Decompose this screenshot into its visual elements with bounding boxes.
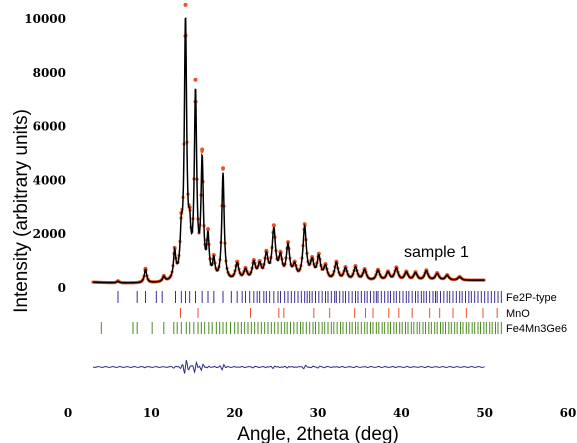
y-tick-label: 4000 bbox=[33, 173, 66, 187]
observed-peak-point bbox=[193, 77, 198, 82]
x-tick-label: 20 bbox=[226, 406, 243, 420]
phase-tick-marks bbox=[100, 291, 502, 334]
phase-label: MnO bbox=[506, 308, 530, 320]
x-tick-label: 10 bbox=[143, 406, 160, 420]
calculated-curve bbox=[92, 17, 485, 284]
sample-annotation: sample 1 bbox=[404, 244, 469, 261]
difference-curve bbox=[92, 360, 485, 374]
difference-line bbox=[92, 360, 485, 374]
observed-peak-point bbox=[200, 147, 205, 152]
x-tick-label: 60 bbox=[560, 406, 577, 420]
observed-peak-point bbox=[316, 251, 321, 256]
phase-label: Fe4Mn3Ge6 bbox=[506, 323, 567, 335]
observed-peak-point bbox=[211, 253, 216, 258]
y-tick-label: 0 bbox=[58, 281, 66, 295]
x-tick-label: 30 bbox=[310, 406, 327, 420]
x-axis-title: Angle, 2theta (deg) bbox=[237, 424, 399, 443]
y-tick-label: 8000 bbox=[33, 66, 66, 80]
x-tick-label: 40 bbox=[393, 406, 410, 420]
observed-peak-point bbox=[271, 223, 276, 228]
x-tick-label: 50 bbox=[476, 406, 493, 420]
observed-peak-point bbox=[206, 227, 210, 232]
y-tick-label: 6000 bbox=[33, 120, 66, 134]
y-tick-label: 10000 bbox=[24, 12, 66, 26]
y-axis: 0 2000 4000 6000 8000 10000 bbox=[24, 12, 66, 295]
observed-points bbox=[91, 2, 486, 285]
y-tick-label: 2000 bbox=[33, 227, 66, 241]
phase-label: Fe2P-type bbox=[506, 292, 557, 304]
observed-peak-point bbox=[183, 2, 188, 7]
x-tick-label: 0 bbox=[64, 406, 72, 420]
y-axis-title: Intensity (arbitrary units) bbox=[11, 109, 32, 313]
observed-peak-point bbox=[221, 166, 225, 171]
calculated-line bbox=[92, 17, 485, 284]
phase-legend: Fe2P-type MnO Fe4Mn3Ge6 bbox=[506, 292, 567, 335]
x-axis: 0 10 20 30 40 50 60 bbox=[64, 406, 577, 420]
